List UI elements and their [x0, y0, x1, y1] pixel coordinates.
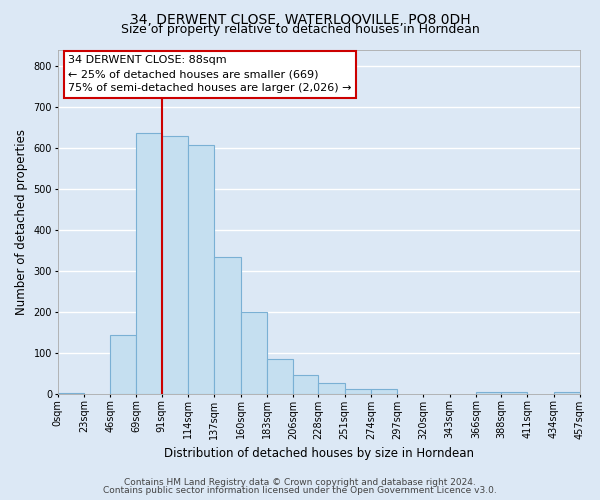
- Bar: [214, 258, 241, 394]
- Bar: [161, 136, 188, 394]
- Bar: [476, 392, 501, 394]
- Text: 34, DERWENT CLOSE, WATERLOOVILLE, PO8 0DH: 34, DERWENT CLOSE, WATERLOOVILLE, PO8 0D…: [130, 12, 470, 26]
- Bar: [318, 382, 344, 394]
- Bar: [267, 360, 293, 394]
- X-axis label: Distribution of detached houses by size in Horndean: Distribution of detached houses by size …: [164, 447, 474, 460]
- Y-axis label: Number of detached properties: Number of detached properties: [15, 129, 28, 315]
- Bar: [371, 389, 397, 394]
- Bar: [188, 145, 214, 394]
- Bar: [110, 335, 136, 394]
- Text: Contains HM Land Registry data © Crown copyright and database right 2024.: Contains HM Land Registry data © Crown c…: [124, 478, 476, 487]
- Bar: [293, 375, 318, 394]
- Bar: [344, 389, 371, 394]
- Bar: [554, 392, 580, 394]
- Text: 34 DERWENT CLOSE: 88sqm
← 25% of detached houses are smaller (669)
75% of semi-d: 34 DERWENT CLOSE: 88sqm ← 25% of detache…: [68, 55, 352, 93]
- Bar: [58, 392, 84, 394]
- Bar: [136, 134, 161, 394]
- Bar: [241, 312, 267, 394]
- Text: Contains public sector information licensed under the Open Government Licence v3: Contains public sector information licen…: [103, 486, 497, 495]
- Text: Size of property relative to detached houses in Horndean: Size of property relative to detached ho…: [121, 23, 479, 36]
- Bar: [501, 392, 527, 394]
